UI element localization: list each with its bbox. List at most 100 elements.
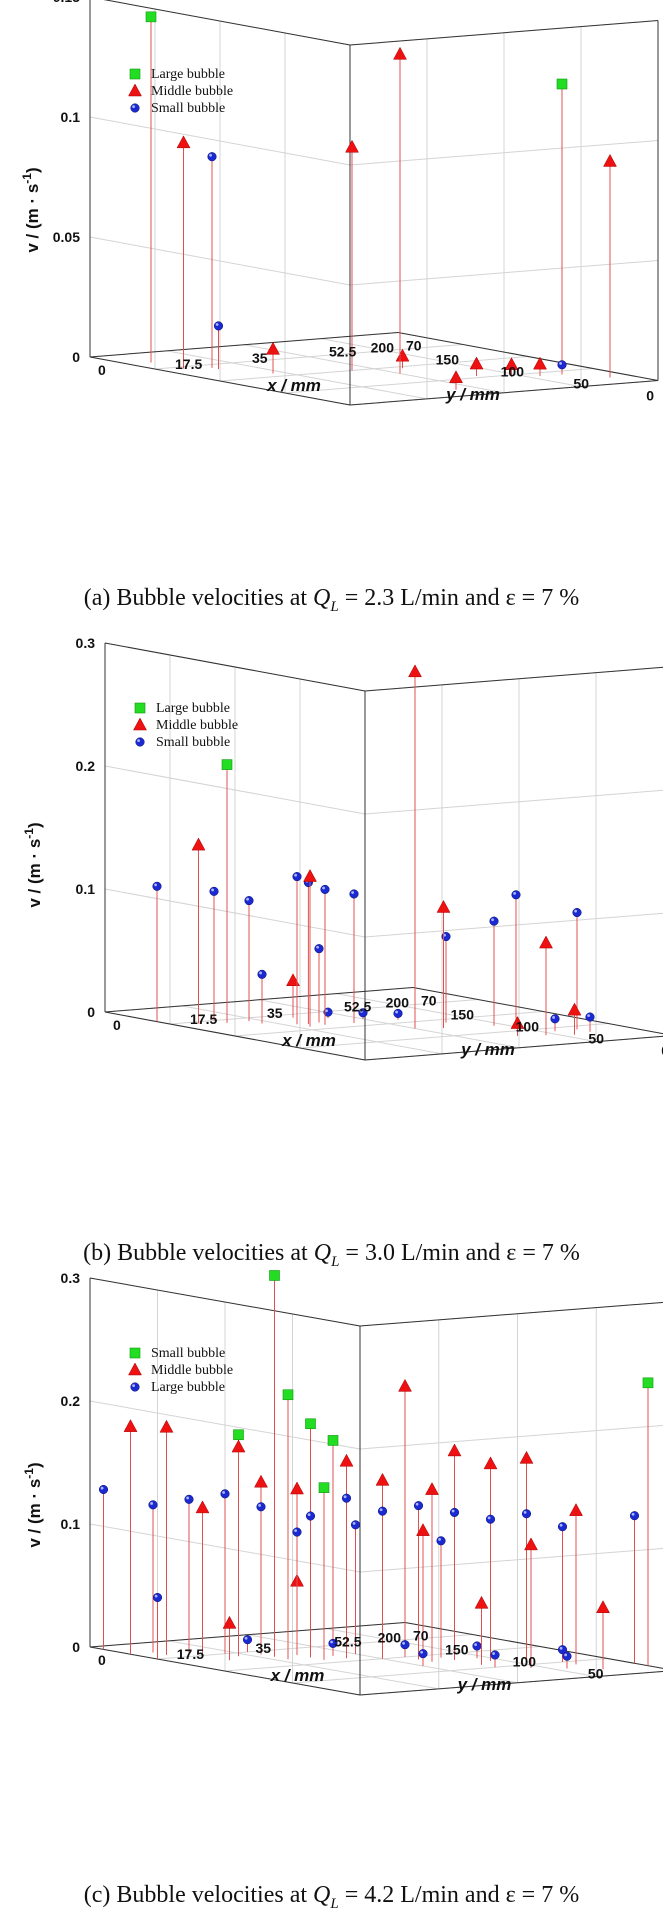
y-axis-label: y / mm	[445, 385, 500, 404]
legend-triangle-icon	[133, 717, 147, 731]
box-edge	[104, 1011, 366, 1061]
v-axis-label-text: v / (m · s	[23, 184, 42, 253]
grid-line	[364, 912, 663, 938]
sphere-marker-highlight	[474, 1643, 477, 1646]
triangle-marker	[375, 1472, 390, 1486]
box-edge	[89, 356, 351, 406]
sphere-marker	[184, 1494, 194, 1504]
square-marker	[642, 1377, 654, 1389]
box-edge	[364, 666, 663, 692]
y-tick-label: 0	[661, 1043, 663, 1059]
triangle-marker	[393, 46, 407, 60]
caption-text: (c) Bubble velocities at	[83, 1882, 314, 1908]
x-tick-label: 70	[406, 338, 422, 354]
legend-label: Middle bubble	[156, 718, 238, 733]
triangle-marker	[483, 1456, 498, 1470]
sphere-marker	[305, 1511, 316, 1521]
legend-sphere-icon-highlight	[132, 105, 136, 108]
v-tick-label: 0.2	[76, 758, 96, 774]
sphere-marker-highlight	[244, 1636, 248, 1640]
data-points	[152, 664, 595, 1036]
sphere-marker-highlight	[487, 1516, 491, 1520]
legend-triangle-icon	[128, 83, 142, 97]
caption-text: (b) Bubble velocities at	[83, 1240, 314, 1266]
legend-sphere-icon	[130, 103, 140, 113]
triangle-marker	[290, 1481, 304, 1495]
v-tick-label: 0.1	[61, 109, 81, 125]
sphere-marker-highlight	[186, 1496, 190, 1500]
triangle-marker	[504, 357, 519, 370]
triangle-marker	[395, 348, 410, 362]
y-axis-label: y / mm	[457, 1675, 512, 1694]
caption-text-end: = 4.2 L/min and ε = 7 %	[338, 1882, 580, 1908]
sphere-marker	[314, 944, 324, 954]
triangle-marker	[603, 153, 617, 167]
legend-square-icon	[129, 1347, 141, 1359]
legend-label: Small bubble	[151, 1346, 225, 1361]
triangle-marker	[159, 1419, 174, 1433]
axes-box	[104, 642, 663, 1061]
legend-sphere-icon	[135, 737, 145, 747]
v-tick-label: 0.1	[76, 881, 96, 897]
sphere-marker-highlight	[492, 1652, 495, 1655]
triangle-marker	[176, 135, 191, 149]
chart-b-caption: (b) Bubble velocities at QL = 3.0 L/min …	[0, 1240, 663, 1271]
x-axis-line	[89, 332, 399, 358]
sphere-marker-highlight	[351, 891, 354, 894]
triangle-marker	[436, 899, 451, 913]
x-tick-label: 35	[256, 1640, 272, 1656]
sphere-marker-highlight	[325, 1009, 328, 1013]
caption-q: Q	[313, 1240, 332, 1266]
v-axis-label-end: )	[23, 167, 42, 173]
sphere-marker	[490, 1650, 500, 1660]
square-marker	[221, 759, 233, 770]
triangle-marker	[191, 837, 206, 851]
sphere-marker-highlight	[402, 1641, 405, 1645]
sphere-marker	[98, 1484, 109, 1495]
sphere-marker	[562, 1651, 572, 1661]
sphere-marker-highlight	[395, 1010, 398, 1014]
box-edge	[364, 1035, 663, 1061]
y-tick-label: 150	[445, 1642, 469, 1658]
box-edge	[103, 0, 351, 46]
y-tick-label: 150	[436, 352, 460, 368]
v-axis-label-exponent: -1	[22, 828, 36, 839]
triangle-marker	[231, 1439, 246, 1453]
sphere-marker	[449, 1507, 460, 1517]
sphere-marker-highlight	[330, 1640, 333, 1644]
x-axis-label: x / mm	[266, 376, 321, 395]
legend-label: Middle bubble	[151, 84, 233, 99]
sphere-marker	[148, 1500, 158, 1510]
legend-square-icon	[134, 702, 146, 714]
v-tick-label: 0.1	[61, 1516, 81, 1532]
caption-text: (a) Bubble velocities at	[83, 585, 314, 611]
triangle-marker	[254, 1474, 268, 1488]
sphere-marker	[152, 1592, 163, 1603]
square-marker	[556, 78, 568, 90]
legend: Large bubble Middle bubble Small bubble	[128, 67, 233, 116]
v-axis-label: v / (m · s-1)	[20, 167, 42, 252]
data-points	[98, 1270, 654, 1670]
triangle-marker	[425, 1482, 439, 1495]
sphere-marker	[557, 1522, 568, 1532]
y-tick-label: 200	[386, 995, 410, 1011]
y-tick-label: 50	[588, 1666, 604, 1682]
triangle-marker	[447, 1443, 462, 1457]
triangle-marker	[519, 1450, 534, 1464]
sphere-marker	[349, 889, 359, 899]
sphere-marker-highlight	[420, 1650, 423, 1654]
x-axis-label: x / mm	[281, 1031, 336, 1050]
grid-line	[89, 1400, 361, 1450]
sphere-marker	[472, 1641, 482, 1651]
y-tick-label: 100	[516, 1019, 540, 1035]
sphere-marker	[585, 1012, 595, 1022]
sphere-marker-highlight	[513, 892, 516, 895]
box-edge	[359, 1670, 663, 1696]
triangle-marker	[416, 1523, 430, 1536]
caption-text-end: = 2.3 L/min and ε = 7 %	[338, 585, 580, 611]
sphere-marker	[341, 1493, 352, 1503]
sphere-marker	[521, 1509, 532, 1519]
sphere-marker	[220, 1489, 230, 1499]
sphere-marker-highlight	[559, 1646, 563, 1650]
